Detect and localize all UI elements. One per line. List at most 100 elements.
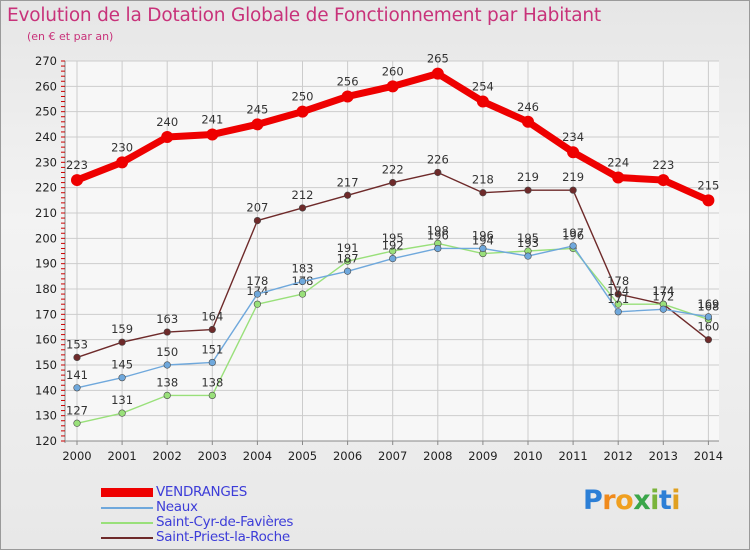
data-label: 153 [66, 337, 88, 351]
data-point [344, 191, 352, 199]
logo-letter: x [633, 485, 651, 516]
data-label: 174 [652, 284, 674, 298]
y-tick-label: 200 [35, 231, 57, 245]
x-tick-label: 2009 [468, 449, 497, 463]
data-label: 226 [427, 152, 449, 166]
data-label: 195 [382, 231, 404, 245]
x-tick-label: 2006 [333, 449, 362, 463]
x-tick-label: 2000 [62, 449, 91, 463]
data-point [569, 186, 577, 194]
data-point [389, 247, 397, 255]
data-label: 150 [156, 345, 178, 359]
y-tick-label: 260 [35, 79, 57, 93]
data-label: 171 [607, 292, 629, 306]
data-point [614, 300, 622, 308]
data-label: 131 [111, 393, 133, 407]
data-point [161, 131, 174, 143]
data-point [208, 358, 216, 367]
proxiti-logo: Proxiti [583, 485, 681, 516]
x-tick-label: 2007 [378, 449, 407, 463]
x-tick-label: 2014 [694, 449, 723, 463]
x-tick-label: 2005 [288, 449, 317, 463]
data-label: 193 [517, 236, 539, 250]
legend-label: Saint-Priest-la-Roche [156, 529, 290, 545]
x-tick-label: 2008 [423, 449, 452, 463]
data-label: 163 [156, 312, 178, 326]
y-tick-label: 130 [35, 409, 57, 423]
data-point [702, 194, 715, 207]
data-point [524, 186, 532, 194]
data-point [163, 328, 171, 336]
data-label: 222 [382, 163, 404, 177]
data-point [434, 244, 442, 253]
data-label: 164 [201, 310, 223, 324]
data-label: 174 [607, 284, 629, 298]
data-point [73, 384, 81, 392]
y-tick-label: 230 [35, 155, 57, 169]
data-point [118, 338, 126, 346]
data-label: 191 [337, 241, 359, 255]
data-label: 218 [472, 173, 494, 187]
data-point [163, 361, 171, 369]
data-point [614, 290, 622, 298]
data-point [479, 244, 487, 253]
data-label: 245 [246, 102, 268, 116]
data-point [344, 267, 352, 275]
data-point [73, 419, 81, 427]
logo-letter: i [650, 485, 659, 516]
data-label: 223 [66, 158, 88, 172]
data-point [524, 252, 532, 260]
data-label: 250 [292, 90, 314, 104]
logo-letter: i [671, 485, 681, 516]
data-point [296, 105, 309, 118]
data-point [208, 391, 216, 400]
data-label: 168 [697, 299, 719, 313]
y-tick-label: 140 [35, 383, 57, 397]
data-label: 212 [292, 188, 314, 202]
data-label: 215 [697, 178, 719, 192]
data-label: 230 [111, 140, 133, 154]
chart-title: Evolution de la Dotation Globale de Fonc… [7, 5, 601, 26]
x-tick-label: 2011 [558, 449, 587, 463]
data-label: 219 [517, 170, 539, 184]
data-label: 217 [337, 175, 359, 189]
y-tick-label: 270 [35, 54, 57, 68]
data-point [251, 118, 264, 131]
data-label: 160 [697, 320, 719, 334]
data-label: 174 [652, 284, 674, 298]
legend-swatch [101, 522, 153, 524]
data-point [389, 179, 397, 187]
data-point [479, 189, 487, 197]
data-label: 183 [292, 261, 314, 275]
data-label: 219 [562, 170, 584, 184]
data-point [614, 308, 622, 316]
data-point [434, 168, 442, 177]
data-label: 196 [472, 228, 494, 242]
x-tick-label: 2002 [153, 449, 182, 463]
data-label: 172 [652, 289, 674, 303]
data-label: 138 [201, 375, 223, 389]
data-label: 159 [111, 322, 133, 336]
data-label: 138 [156, 375, 178, 389]
y-tick-label: 220 [35, 181, 57, 195]
data-point [657, 174, 670, 187]
legend-label: Neaux [156, 499, 198, 515]
data-label: 223 [652, 158, 674, 172]
data-label: 207 [246, 201, 268, 215]
data-point [344, 257, 352, 265]
data-label: 145 [111, 358, 133, 372]
data-label: 178 [607, 274, 629, 288]
data-point [206, 128, 219, 141]
data-point [386, 80, 399, 93]
data-label: 256 [337, 74, 359, 88]
y-tick-label: 160 [35, 333, 57, 347]
logo-letter: o [615, 485, 634, 516]
data-point [208, 325, 216, 334]
data-label: 254 [472, 80, 494, 94]
y-tick-label: 120 [35, 434, 57, 448]
x-tick-label: 2010 [513, 449, 542, 463]
chart-subtitle: (en € et par an) [27, 30, 114, 43]
x-tick-label: 2013 [649, 449, 678, 463]
data-point [704, 313, 713, 321]
